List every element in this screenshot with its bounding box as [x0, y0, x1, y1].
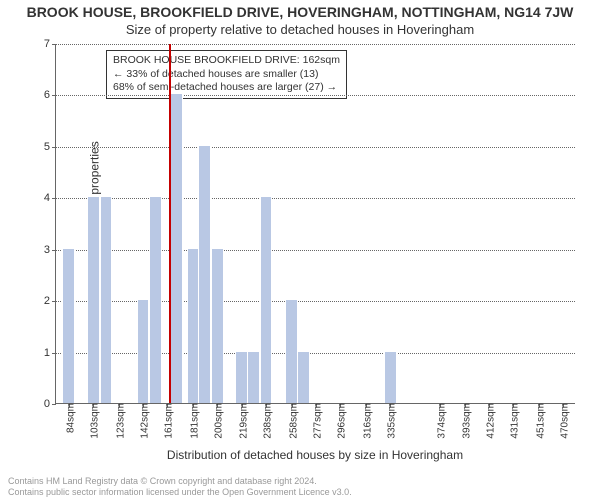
- xtick-label: 200sqm: [210, 403, 225, 439]
- grid-line: [56, 95, 575, 96]
- xtick-label: 393sqm: [457, 403, 472, 439]
- xtick-label: 161sqm: [160, 403, 175, 439]
- grid-line: [56, 198, 575, 199]
- x-axis-label: Distribution of detached houses by size …: [55, 448, 575, 462]
- histogram-bar: [247, 352, 260, 403]
- xtick-label: 103sqm: [86, 403, 101, 439]
- highlight-marker-line: [169, 44, 171, 403]
- histogram-bar: [137, 300, 150, 403]
- annotation-line-3: 68% of semi-detached houses are larger (…: [113, 81, 340, 95]
- ytick-label: 3: [44, 244, 56, 256]
- histogram-bar: [297, 352, 310, 403]
- annotation-line-2: ← 33% of detached houses are smaller (13…: [113, 68, 340, 82]
- footer-line-1: Contains HM Land Registry data © Crown c…: [8, 476, 352, 487]
- chart-title-main: BROOK HOUSE, BROOKFIELD DRIVE, HOVERINGH…: [0, 4, 600, 20]
- ytick-label: 1: [44, 347, 56, 359]
- xtick-label: 258sqm: [284, 403, 299, 439]
- histogram-bar: [87, 197, 100, 403]
- histogram-bar: [62, 249, 75, 403]
- xtick-label: 219sqm: [234, 403, 249, 439]
- ytick-label: 0: [44, 398, 56, 410]
- histogram-bar: [149, 197, 162, 403]
- grid-line: [56, 301, 575, 302]
- ytick-label: 7: [44, 38, 56, 50]
- footer-line-2: Contains public sector information licen…: [8, 487, 352, 498]
- xtick-label: 142sqm: [136, 403, 151, 439]
- histogram-bar: [198, 146, 211, 403]
- grid-line: [56, 250, 575, 251]
- histogram-bar: [100, 197, 113, 403]
- xtick-label: 412sqm: [481, 403, 496, 439]
- xtick-label: 238sqm: [259, 403, 274, 439]
- grid-line: [56, 353, 575, 354]
- histogram-bar: [211, 249, 224, 403]
- annotation-box: BROOK HOUSE BROOKFIELD DRIVE: 162sqm ← 3…: [106, 50, 347, 99]
- grid-line: [56, 147, 575, 148]
- xtick-label: 431sqm: [506, 403, 521, 439]
- xtick-label: 296sqm: [333, 403, 348, 439]
- xtick-label: 181sqm: [186, 403, 201, 439]
- grid-line: [56, 44, 575, 45]
- ytick-label: 2: [44, 295, 56, 307]
- xtick-label: 277sqm: [309, 403, 324, 439]
- chart-plot-area: BROOK HOUSE BROOKFIELD DRIVE: 162sqm ← 3…: [55, 44, 575, 404]
- xtick-label: 470sqm: [556, 403, 571, 439]
- histogram-bar: [170, 94, 183, 403]
- xtick-label: 335sqm: [383, 403, 398, 439]
- ytick-label: 6: [44, 89, 56, 101]
- ytick-label: 4: [44, 192, 56, 204]
- xtick-label: 374sqm: [433, 403, 448, 439]
- xtick-label: 316sqm: [358, 403, 373, 439]
- xtick-label: 123sqm: [111, 403, 126, 439]
- footer-attribution: Contains HM Land Registry data © Crown c…: [8, 476, 352, 498]
- annotation-line-1: BROOK HOUSE BROOKFIELD DRIVE: 162sqm: [113, 54, 340, 68]
- ytick-label: 5: [44, 141, 56, 153]
- xtick-label: 84sqm: [61, 403, 76, 433]
- histogram-bar: [260, 197, 273, 403]
- xtick-label: 451sqm: [531, 403, 546, 439]
- histogram-bar: [384, 352, 397, 403]
- chart-title-sub: Size of property relative to detached ho…: [0, 22, 600, 37]
